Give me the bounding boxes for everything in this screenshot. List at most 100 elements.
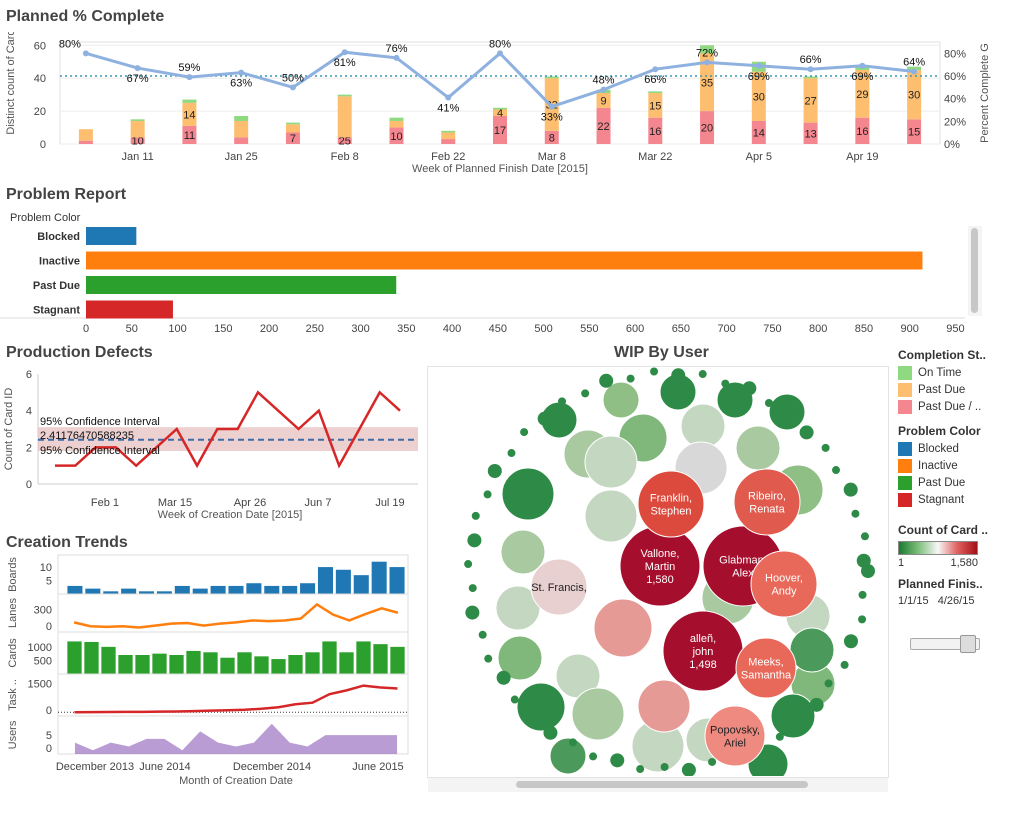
legend-label: Past Due / ..: [918, 401, 982, 413]
line-label: 69%: [748, 71, 770, 83]
user-bubble-small: [843, 634, 858, 649]
legend-item[interactable]: Blocked: [898, 442, 1020, 456]
trend-bar: [103, 591, 119, 594]
wip-scrollbar[interactable]: [428, 778, 888, 792]
line-label: 63%: [230, 78, 252, 90]
trend-bar: [186, 650, 201, 674]
user-bubble: [584, 435, 638, 489]
user-bubble-label: Hoover,: [765, 573, 803, 585]
user-bubble-small: [821, 443, 830, 452]
x-tick-label: 950: [946, 323, 964, 335]
bar-segment: [441, 130, 456, 133]
percent-complete-line: [85, 50, 915, 109]
completion-status-legend: On Time Past Due Past Due / ..: [898, 366, 1020, 414]
y-tick-label: 6: [26, 369, 32, 381]
x-tick-label: Mar 15: [158, 497, 192, 509]
legend-item[interactable]: Inactive: [898, 459, 1020, 473]
trend-row-label: Lanes: [7, 598, 19, 628]
ci-upper-label: 95% Confidence Interval: [40, 416, 160, 428]
x-tick-label: 700: [717, 323, 735, 335]
line-label: 80%: [489, 38, 511, 50]
line-label: 50%: [282, 72, 304, 84]
x-tick-label: December 2013: [56, 761, 134, 773]
legend-label: Inactive: [918, 460, 958, 472]
planned-complete-chart[interactable]: 0 20 40 60 0% 20% 40% 60% 80% Distinct count of C…: [0, 32, 1000, 182]
trend-bar: [203, 652, 218, 674]
user-bubble-small: [496, 670, 511, 685]
x-tick-label: June 2014: [139, 761, 190, 773]
user-bubble-small: [589, 752, 598, 761]
user-bubble: [549, 737, 587, 775]
line-label: 81%: [334, 57, 356, 69]
count-of-card-legend-title: Count of Card ..: [898, 523, 988, 537]
legend-item[interactable]: Past Due: [898, 476, 1020, 490]
bar-segment: [544, 76, 559, 79]
line-label: 66%: [644, 74, 666, 86]
bar-segment: [130, 120, 145, 138]
problem-color-legend-title: Problem Color: [898, 424, 981, 438]
user-bubble-small: [610, 753, 625, 768]
trend-bar: [246, 583, 262, 594]
user-bubble-small: [484, 654, 493, 663]
scrollbar-thumb[interactable]: [516, 781, 808, 788]
x-tick-label: 800: [809, 323, 827, 335]
problem-color-header: Problem Color: [10, 212, 81, 224]
trend-bar: [139, 591, 155, 594]
y-tick-label: 4: [26, 406, 32, 418]
bar-segment: [337, 94, 352, 97]
bar-segment: [234, 120, 249, 138]
trend-bar: [300, 583, 316, 594]
trend-row-label: Cards: [7, 638, 19, 668]
bar-segment: [285, 122, 300, 125]
legend-item[interactable]: Past Due: [898, 383, 1020, 397]
bar-label: 27: [804, 95, 816, 107]
x-tick-label: 400: [443, 323, 461, 335]
trend-line: [74, 684, 398, 714]
user-bubble-small: [809, 697, 824, 712]
x-tick-label: December 2014: [233, 761, 311, 773]
legend-item[interactable]: Past Due / ..: [898, 400, 1020, 414]
trend-bar: [210, 585, 226, 594]
production-defects-chart[interactable]: 0 2 4 6 95% Confidence Interval 2.41176470588…: [0, 364, 425, 524]
trend-row-label: Task ..: [7, 679, 19, 711]
user-bubble-small: [858, 590, 867, 599]
bar-segment: [803, 122, 818, 144]
user-bubble-small: [671, 368, 686, 383]
x-axis-title: Week of Planned Finish Date [2015]: [412, 163, 588, 175]
user-bubble-small: [650, 367, 659, 376]
bar-segment: [182, 125, 197, 144]
legend-item[interactable]: Stagnant: [898, 493, 1020, 507]
bar-segment: [907, 119, 922, 144]
trend-bar: [67, 641, 82, 674]
user-bubble-label: 1,580: [646, 574, 674, 586]
problem-report-scrollbar[interactable]: [968, 226, 982, 316]
bar-segment: [648, 117, 663, 144]
bar-segment: [441, 132, 456, 140]
x-tick-label: June 2015: [352, 761, 403, 773]
user-bubble-label: Stephen: [651, 506, 692, 518]
bar-segment: [596, 93, 611, 108]
legend-label: Stagnant: [918, 494, 965, 506]
trend-bar: [356, 641, 371, 674]
bar-label: 22: [597, 121, 609, 133]
y-tick-label: 60: [34, 40, 46, 52]
line-label: 76%: [385, 43, 407, 55]
bar-label: 29: [856, 89, 868, 101]
bar-label: 9: [600, 95, 606, 107]
legend-item[interactable]: On Time: [898, 366, 1020, 380]
y-tick-label: 0: [46, 621, 52, 633]
planned-finish-slider-handle[interactable]: [960, 635, 976, 653]
trend-bar: [317, 567, 333, 594]
legend-swatch: [898, 493, 912, 507]
x-tick-label: 600: [626, 323, 644, 335]
y-tick-label: 1000: [28, 642, 52, 654]
x-tick-label: Feb 1: [91, 497, 119, 509]
x-tick-label: Jan 25: [225, 151, 258, 163]
line-label: 72%: [696, 47, 718, 59]
line-label: 41%: [437, 103, 459, 115]
user-bubble-label: 1,498: [689, 659, 717, 671]
scrollbar-thumb[interactable]: [971, 228, 978, 313]
